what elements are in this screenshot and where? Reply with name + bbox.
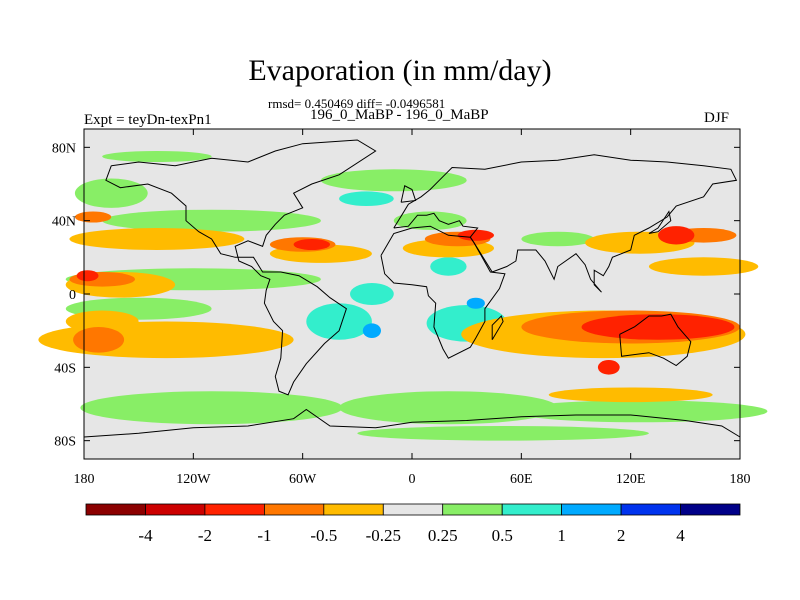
colorbar-swatch (145, 503, 206, 516)
colorbar-label: -1 (257, 526, 271, 545)
experiment-label: Expt = teyDn-texPn1 (84, 112, 212, 128)
coastlines (83, 139, 741, 438)
coastline (619, 313, 692, 367)
x-axis: 180 120W 60W 0 60E 120E 180 (74, 129, 751, 487)
field-patch (393, 211, 467, 230)
field-patch (362, 323, 381, 339)
coastline (400, 185, 417, 203)
stats-label: rmsd= 0.450469 diff= -0.0496581 (268, 96, 446, 111)
comparison-label: 196_0_MaBP - 196_0_MaBP (310, 107, 489, 123)
field-patch (293, 239, 330, 250)
field-patch (76, 270, 99, 282)
field-patch (466, 297, 485, 309)
coastline (105, 139, 377, 396)
colorbar-swatch (442, 503, 503, 516)
field-patch (658, 226, 695, 245)
colorbar-label: 2 (617, 526, 626, 545)
field-patch (648, 257, 759, 276)
colorbar-label: 0.25 (428, 526, 458, 545)
field-patch (597, 360, 620, 375)
colorbar-label: -0.5 (310, 526, 337, 545)
x-tick-label: 120E (616, 472, 646, 487)
field-patch (74, 211, 112, 223)
y-axis: 80N 40N 0 40S 80S (52, 141, 740, 450)
colorbar: -4 -2 -1 -0.5 -0.25 0.25 0.5 1 2 4 (85, 503, 741, 545)
field-patch (80, 391, 343, 425)
field-patch (102, 209, 321, 232)
coastline (393, 154, 738, 293)
season-label: DJF (704, 110, 730, 126)
field-patch (457, 229, 494, 241)
colorbar-swatch (382, 503, 444, 516)
plot-title: Evaporation (in mm/day) (248, 54, 552, 87)
field-patch (306, 303, 372, 340)
y-tick-label: 0 (69, 288, 76, 303)
field-patch (521, 231, 595, 247)
field-patch (548, 387, 713, 403)
field-patch (512, 400, 768, 423)
coastline (648, 210, 672, 234)
x-tick-label: 0 (409, 472, 416, 487)
y-tick-label: 40N (52, 215, 76, 230)
colorbar-swatch (323, 503, 384, 516)
coastline (380, 225, 506, 359)
x-tick-label: 180 (730, 472, 751, 487)
coastline (83, 408, 741, 438)
x-tick-label: 60W (289, 472, 317, 487)
field-patch (357, 426, 649, 441)
field-patch (339, 191, 394, 206)
field-patch (430, 257, 467, 276)
evaporation-field (38, 151, 768, 441)
colorbar-label: -4 (138, 526, 153, 545)
field-patch (320, 169, 467, 192)
x-tick-label: 60E (510, 472, 533, 487)
y-tick-label: 80S (54, 435, 76, 450)
field-patch (581, 314, 735, 340)
colorbar-swatch (85, 503, 146, 516)
field-patch (74, 178, 148, 208)
y-tick-label: 40S (54, 361, 76, 376)
colorbar-swatch (561, 503, 622, 516)
field-patch (69, 228, 245, 250)
x-tick-label: 180 (74, 472, 95, 487)
colorbar-swatch (204, 503, 265, 516)
colorbar-swatch (501, 503, 563, 516)
field-patch (339, 391, 558, 425)
colorbar-swatch (620, 503, 681, 516)
colorbar-label: -0.25 (366, 526, 401, 545)
field-patch (102, 151, 212, 162)
colorbar-swatch (263, 503, 325, 516)
field-patch (73, 327, 125, 353)
y-tick-label: 80N (52, 141, 76, 156)
colorbar-label: 4 (676, 526, 685, 545)
colorbar-label: -2 (198, 526, 212, 545)
map-panel: 180 120W 60W 0 60E 120E 180 80N 40N 0 40S 80S (38, 128, 768, 487)
field-patch (350, 283, 394, 305)
colorbar-label: 0.5 (492, 526, 513, 545)
coastline (491, 315, 504, 341)
colorbar-label: 1 (557, 526, 566, 545)
colorbar-swatch (680, 503, 741, 516)
x-tick-label: 120W (176, 472, 211, 487)
